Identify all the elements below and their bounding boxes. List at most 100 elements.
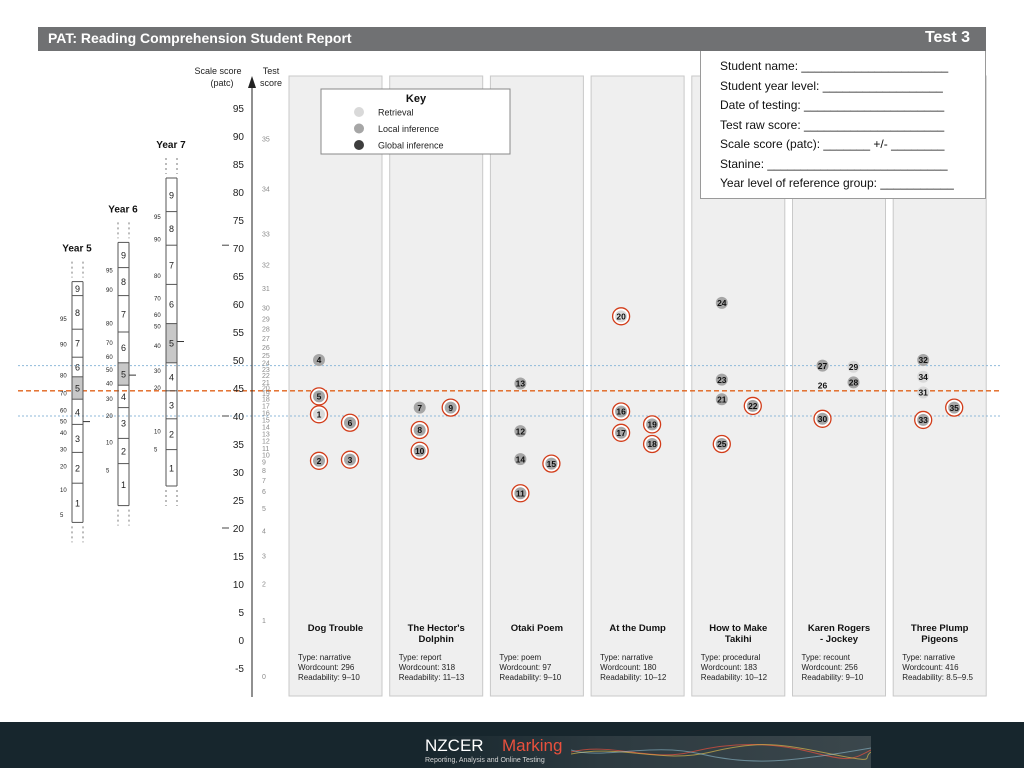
item-marker	[313, 354, 325, 366]
test-score-tick-label: 5	[262, 506, 266, 513]
key-swatch	[354, 107, 364, 117]
student-info-box: Student name: ______________________ Stu…	[700, 51, 986, 199]
test-score-tick-label: 27	[262, 336, 270, 343]
test-score-tick-label: 20	[262, 386, 270, 393]
test-score-tick-label: 4	[262, 528, 266, 535]
stanine-number: 8	[75, 308, 80, 318]
stanine-number: 3	[169, 400, 174, 410]
percentile-label: 30	[60, 448, 67, 454]
test-score-tick-label: 6	[262, 489, 266, 496]
percentile-label: 5	[106, 468, 110, 474]
passage-type: Type: procedural	[701, 653, 761, 662]
item-marker	[313, 454, 325, 467]
stanine-number: 5	[121, 370, 126, 380]
stanine-number: 4	[121, 392, 126, 402]
stanine-number: 8	[169, 224, 174, 234]
item-marker	[816, 359, 829, 372]
passage-readability: Readability: 9–10	[298, 673, 360, 682]
scale-tick-label: 95	[233, 104, 245, 115]
key-title: Key	[406, 93, 427, 105]
item-marker	[816, 412, 829, 425]
item-number: 15	[547, 459, 557, 469]
passage-title: How to Make	[709, 623, 767, 634]
passage-title: Karen Rogers	[808, 623, 870, 634]
item-marker	[917, 370, 930, 383]
key-swatch	[354, 123, 364, 134]
percentile-label: 20	[60, 464, 67, 470]
item-number: 29	[849, 362, 859, 372]
stanine-number: 2	[169, 430, 174, 440]
passage-wordcount: Wordcount: 180	[600, 663, 657, 672]
stanine-number: 1	[169, 463, 174, 473]
stanine-number: 6	[169, 300, 174, 310]
percentile-label: 95	[154, 215, 161, 221]
percentile-label: 40	[106, 382, 113, 388]
stanine-number: 9	[75, 284, 80, 294]
student-year-level-field[interactable]: Student year level: __________________	[720, 79, 943, 93]
item-number: 10	[415, 446, 425, 456]
student-name-field[interactable]: Student name: ______________________	[720, 59, 949, 73]
scale-score-field[interactable]: Scale score (patc): _______ +/- ________	[720, 137, 945, 151]
test-score-tick-label: 12	[262, 439, 270, 446]
percentile-label: 50	[106, 368, 113, 374]
scale-tick-label: 40	[233, 412, 245, 423]
passage-wordcount: Wordcount: 318	[399, 663, 456, 672]
stanine-number: 7	[121, 309, 126, 319]
percentile-label: 80	[106, 322, 113, 328]
test-score-tick-label: 9	[262, 459, 266, 466]
item-marker	[715, 296, 728, 309]
stanine-field[interactable]: Stanine: ___________________________	[720, 157, 948, 171]
stanine-number: 9	[121, 251, 126, 261]
stanine-number: 2	[75, 463, 80, 473]
item-number: 8	[417, 425, 422, 435]
stanine-5-shade	[166, 323, 177, 363]
item-number: 26	[818, 380, 828, 390]
item-marker	[615, 426, 628, 439]
key-box	[320, 88, 511, 155]
item-number: 1	[317, 410, 322, 420]
passage-type: Type: poem	[499, 653, 541, 662]
passage-wordcount: Wordcount: 97	[499, 663, 551, 672]
date-of-testing-field[interactable]: Date of testing: _____________________	[720, 98, 945, 112]
item-number: 16	[616, 407, 626, 417]
reference-group-field[interactable]: Year level of reference group: _________…	[720, 176, 954, 190]
percentile-label: 80	[60, 374, 67, 380]
item-number: 22	[748, 401, 758, 411]
scale-tick-label: 5	[238, 608, 244, 619]
item-marker	[847, 360, 860, 373]
percentile-label: 10	[154, 430, 161, 436]
item-marker	[715, 438, 728, 450]
scale-tick-label: 90	[233, 132, 245, 143]
test-score-tick-label: 21	[262, 380, 270, 387]
item-number: 9	[448, 403, 453, 413]
test-score-tick-label: 8	[262, 468, 266, 475]
nzcer-logo: NZCER Marking Reporting, Analysis and On…	[421, 736, 871, 768]
test-score-tick-label: 18	[262, 397, 270, 404]
scale-tick-label: 10	[233, 580, 245, 591]
stanine-number: 3	[121, 419, 126, 429]
item-marker	[917, 354, 930, 366]
item-marker	[715, 373, 728, 386]
test-raw-score-field[interactable]: Test raw score: _____________________	[720, 118, 945, 132]
stanine-5-shade	[72, 376, 83, 400]
percentile-label: 95	[60, 317, 67, 323]
brand-accent: Marking	[502, 736, 563, 755]
test-score-tick-label: 13	[262, 431, 270, 438]
stanine-number: 4	[75, 407, 80, 417]
report-header: PAT: Reading Comprehension Student Repor…	[38, 27, 986, 51]
passage-panel	[489, 75, 584, 697]
item-marker	[413, 401, 426, 414]
scale-tick-label: 45	[233, 384, 245, 395]
percentile-label: 5	[154, 448, 158, 454]
stanine-number: 6	[121, 343, 126, 353]
item-marker	[847, 376, 860, 389]
passage-readability: Readability: 11–13	[399, 673, 465, 682]
key-label: Local inference	[378, 124, 439, 134]
test-score-tick-label: 31	[262, 286, 270, 293]
passage-wordcount: Wordcount: 256	[802, 663, 859, 672]
scale-tick-label: 70	[233, 244, 245, 255]
test-score-tick-label: 25	[262, 353, 270, 360]
item-number: 2	[317, 456, 322, 466]
passage-type: Type: report	[399, 653, 442, 662]
item-marker	[615, 405, 628, 418]
